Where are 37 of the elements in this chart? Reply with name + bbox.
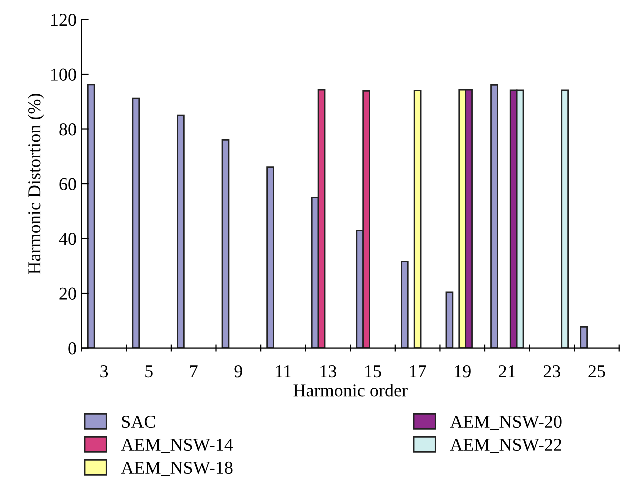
- bar: [414, 90, 422, 348]
- bar: [446, 292, 454, 348]
- x-tick-label: 25: [588, 366, 606, 378]
- x-tick-label: 23: [544, 366, 561, 378]
- x-tick-label: 15: [366, 366, 382, 378]
- x-tick-label: 3: [100, 366, 108, 378]
- y-tick-label: 120: [52, 14, 76, 26]
- y-axis-title: Harmonic Distortion (%): [28, 94, 44, 274]
- bar: [490, 84, 498, 348]
- bar: [87, 84, 96, 348]
- legend-label: AEM_NSW-18: [121, 462, 233, 476]
- bar: [561, 90, 570, 348]
- y-tick-label: 20: [60, 288, 76, 300]
- x-axis-title: Harmonic order: [294, 384, 408, 397]
- bar: [222, 140, 230, 348]
- x-tick-label: 13: [320, 366, 337, 378]
- bar: [400, 261, 409, 348]
- legend-label: AEM_NSW-20: [450, 416, 562, 430]
- y-tick-label: 40: [59, 233, 76, 246]
- bar: [266, 166, 274, 348]
- y-tick-label: 60: [60, 178, 76, 190]
- x-tick-label: 19: [455, 366, 471, 378]
- bar: [580, 326, 588, 348]
- y-tick-label: 80: [60, 124, 76, 136]
- legend-label: SAC: [122, 416, 156, 428]
- legend-label: AEM_NSW-22: [450, 438, 562, 454]
- y-tick-label: 100: [52, 68, 76, 81]
- x-tick-label: 11: [276, 366, 292, 378]
- x-tick-label: 5: [146, 366, 153, 378]
- legend-label: AEM_NSW-14: [121, 438, 234, 454]
- x-tick-label: 7: [190, 366, 198, 378]
- bar: [132, 98, 140, 348]
- bar: [177, 114, 185, 348]
- x-tick-label: 9: [234, 366, 242, 378]
- y-tick-label: 0: [68, 342, 76, 355]
- x-tick-label: 21: [499, 366, 516, 378]
- x-tick-label: 17: [410, 366, 426, 378]
